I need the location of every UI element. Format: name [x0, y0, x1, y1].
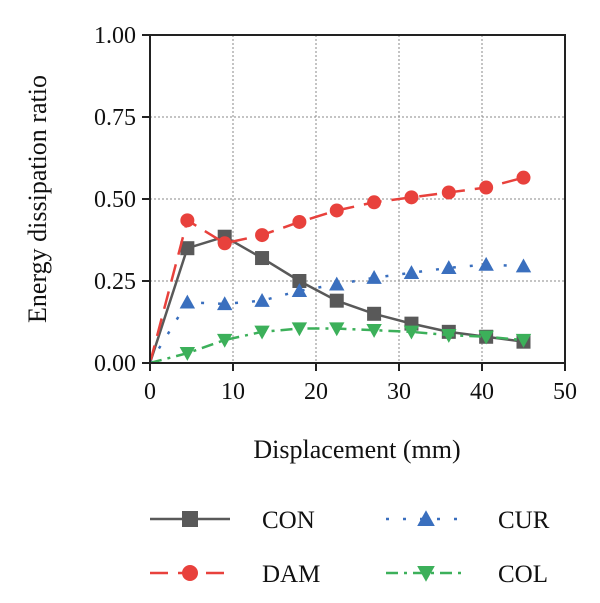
data-point-col — [329, 322, 345, 337]
x-tick-label: 30 — [387, 379, 411, 405]
y-tick-label: 0.00 — [94, 351, 136, 377]
data-point-con — [292, 274, 307, 288]
legend-item-dam: DAM — [150, 561, 320, 588]
data-point-con — [329, 293, 344, 308]
data-point-cur — [179, 294, 196, 309]
y-axis-title: Energy dissipation ratio — [23, 75, 52, 323]
data-point-col — [254, 325, 270, 340]
data-point-dam — [516, 170, 531, 185]
data-point-col — [478, 330, 494, 345]
legend: CON CUR DAM COL — [150, 507, 550, 588]
series-col — [149, 322, 532, 365]
x-tick-label: 10 — [221, 379, 245, 405]
data-point-col — [403, 325, 420, 340]
legend-item-con: CON — [150, 507, 315, 534]
data-point-cur — [254, 292, 270, 307]
x-tick-label: 0 — [144, 379, 156, 405]
data-point-dam — [255, 228, 270, 243]
data-point-cur — [441, 260, 457, 275]
x-tick-label: 20 — [304, 379, 328, 405]
y-tick-label: 1.00 — [94, 23, 136, 49]
legend-item-cur: CUR — [386, 507, 550, 534]
data-point-cur — [403, 265, 420, 279]
data-point-con — [255, 251, 270, 266]
data-point-cur — [291, 283, 308, 297]
legend-marker-cur — [417, 510, 435, 527]
data-point-cur — [329, 276, 345, 291]
x-tick-label: 40 — [470, 379, 494, 405]
data-point-col — [515, 333, 532, 348]
data-point-col — [441, 328, 457, 343]
data-point-con — [367, 306, 382, 321]
data-point-dam — [441, 185, 456, 200]
y-tick-label: 0.50 — [94, 187, 136, 213]
data-point-col — [179, 347, 196, 361]
data-point-dam — [367, 195, 382, 210]
x-tick-label: 50 — [553, 379, 577, 405]
data-point-cur — [515, 258, 532, 273]
legend-label-dam: DAM — [262, 561, 320, 588]
data-point-cur — [217, 296, 233, 311]
data-point-dam — [329, 203, 344, 218]
data-point-dam — [479, 180, 494, 195]
data-point-con — [180, 241, 195, 256]
data-point-dam — [180, 213, 195, 228]
series-dam — [148, 170, 531, 364]
legend-item-col: COL — [386, 561, 548, 588]
legend-marker-col — [417, 565, 435, 582]
legend-label-con: CON — [262, 507, 315, 534]
legend-marker-dam — [182, 565, 198, 581]
y-tick-label: 0.75 — [94, 105, 136, 131]
data-point-cur — [366, 270, 382, 284]
y-tick-label: 0.25 — [94, 269, 136, 295]
data-point-dam — [292, 214, 307, 229]
plot-area — [148, 34, 566, 365]
y-axis-ticks: 0.00 0.25 0.50 0.75 1.00 — [94, 23, 150, 377]
x-axis-title: Displacement (mm) — [253, 435, 460, 464]
series-layer — [148, 170, 532, 365]
data-point-col — [291, 322, 308, 337]
data-point-cur — [478, 256, 494, 271]
data-point-col — [366, 324, 382, 338]
x-axis-ticks: 0 10 20 30 40 50 — [144, 363, 577, 405]
legend-label-cur: CUR — [498, 507, 550, 534]
data-point-dam — [404, 190, 419, 205]
series-cur — [148, 256, 532, 364]
data-point-dam — [217, 236, 232, 251]
data-point-col — [217, 333, 233, 348]
legend-label-col: COL — [498, 561, 548, 588]
legend-marker-con — [182, 511, 198, 527]
